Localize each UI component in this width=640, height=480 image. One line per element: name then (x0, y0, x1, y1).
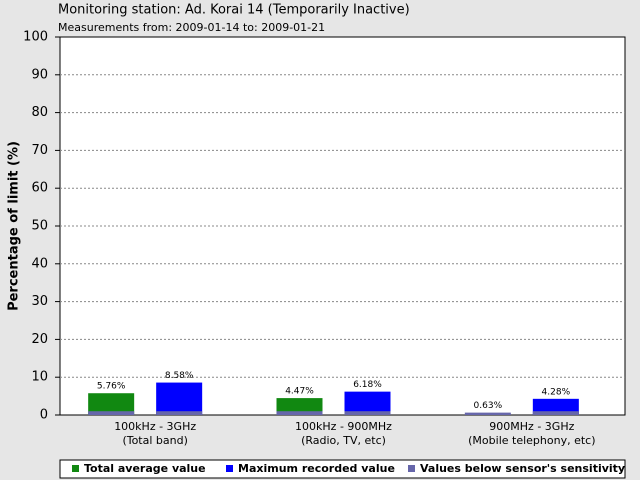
x-tick-label: 100kHz - 900MHz (295, 420, 392, 433)
y-tick-label: 100 (23, 30, 48, 45)
sensitivity-bar (276, 411, 323, 415)
y-tick-label: 50 (31, 219, 48, 234)
y-axis-label: Percentage of limit (%) (7, 141, 22, 311)
legend (59, 459, 626, 479)
x-tick-label: (Total band) (122, 434, 187, 447)
legend-label: Total average value (84, 462, 206, 475)
sensitivity-bar (88, 411, 135, 415)
legend-label: Values below sensor's sensitivity (420, 462, 625, 475)
value-label: 0.63% (474, 401, 503, 411)
y-tick-label: 0 (40, 408, 48, 423)
y-tick-label: 80 (31, 105, 48, 120)
bar (276, 398, 323, 415)
value-label: 4.28% (542, 387, 571, 397)
x-tick-label: (Mobile telephony, etc) (468, 434, 595, 447)
legend-swatch (408, 465, 415, 472)
chart-title: Monitoring station: Ad. Korai 14 (Tempor… (58, 3, 410, 18)
legend-swatch (72, 465, 79, 472)
bar (156, 382, 203, 415)
value-label: 8.58% (165, 371, 194, 381)
sensitivity-bar (156, 411, 203, 415)
y-tick-label: 10 (31, 370, 48, 385)
chart-subtitle: Measurements from: 2009-01-14 to: 2009-0… (58, 21, 325, 34)
value-label: 5.76% (97, 382, 126, 392)
bar (88, 393, 135, 415)
legend-swatch (226, 465, 233, 472)
y-tick-label: 30 (31, 294, 48, 309)
plot-area (59, 36, 626, 416)
legend-label: Maximum recorded value (238, 462, 395, 475)
x-tick-label: (Radio, TV, etc) (301, 434, 386, 447)
y-tick-label: 90 (31, 67, 48, 82)
value-label: 6.18% (353, 380, 382, 390)
bar (344, 391, 391, 415)
sensitivity-bar (532, 411, 579, 415)
y-tick-label: 60 (31, 181, 48, 196)
y-tick-label: 20 (31, 332, 48, 347)
sensitivity-bar (344, 411, 391, 415)
bar (464, 412, 511, 415)
y-tick-label: 70 (31, 143, 48, 158)
value-label: 4.47% (285, 387, 314, 397)
y-tick-label: 40 (31, 256, 48, 271)
x-tick-label: 100kHz - 3GHz (114, 420, 196, 433)
x-tick-label: 900MHz - 3GHz (489, 420, 574, 433)
bar (532, 398, 579, 415)
